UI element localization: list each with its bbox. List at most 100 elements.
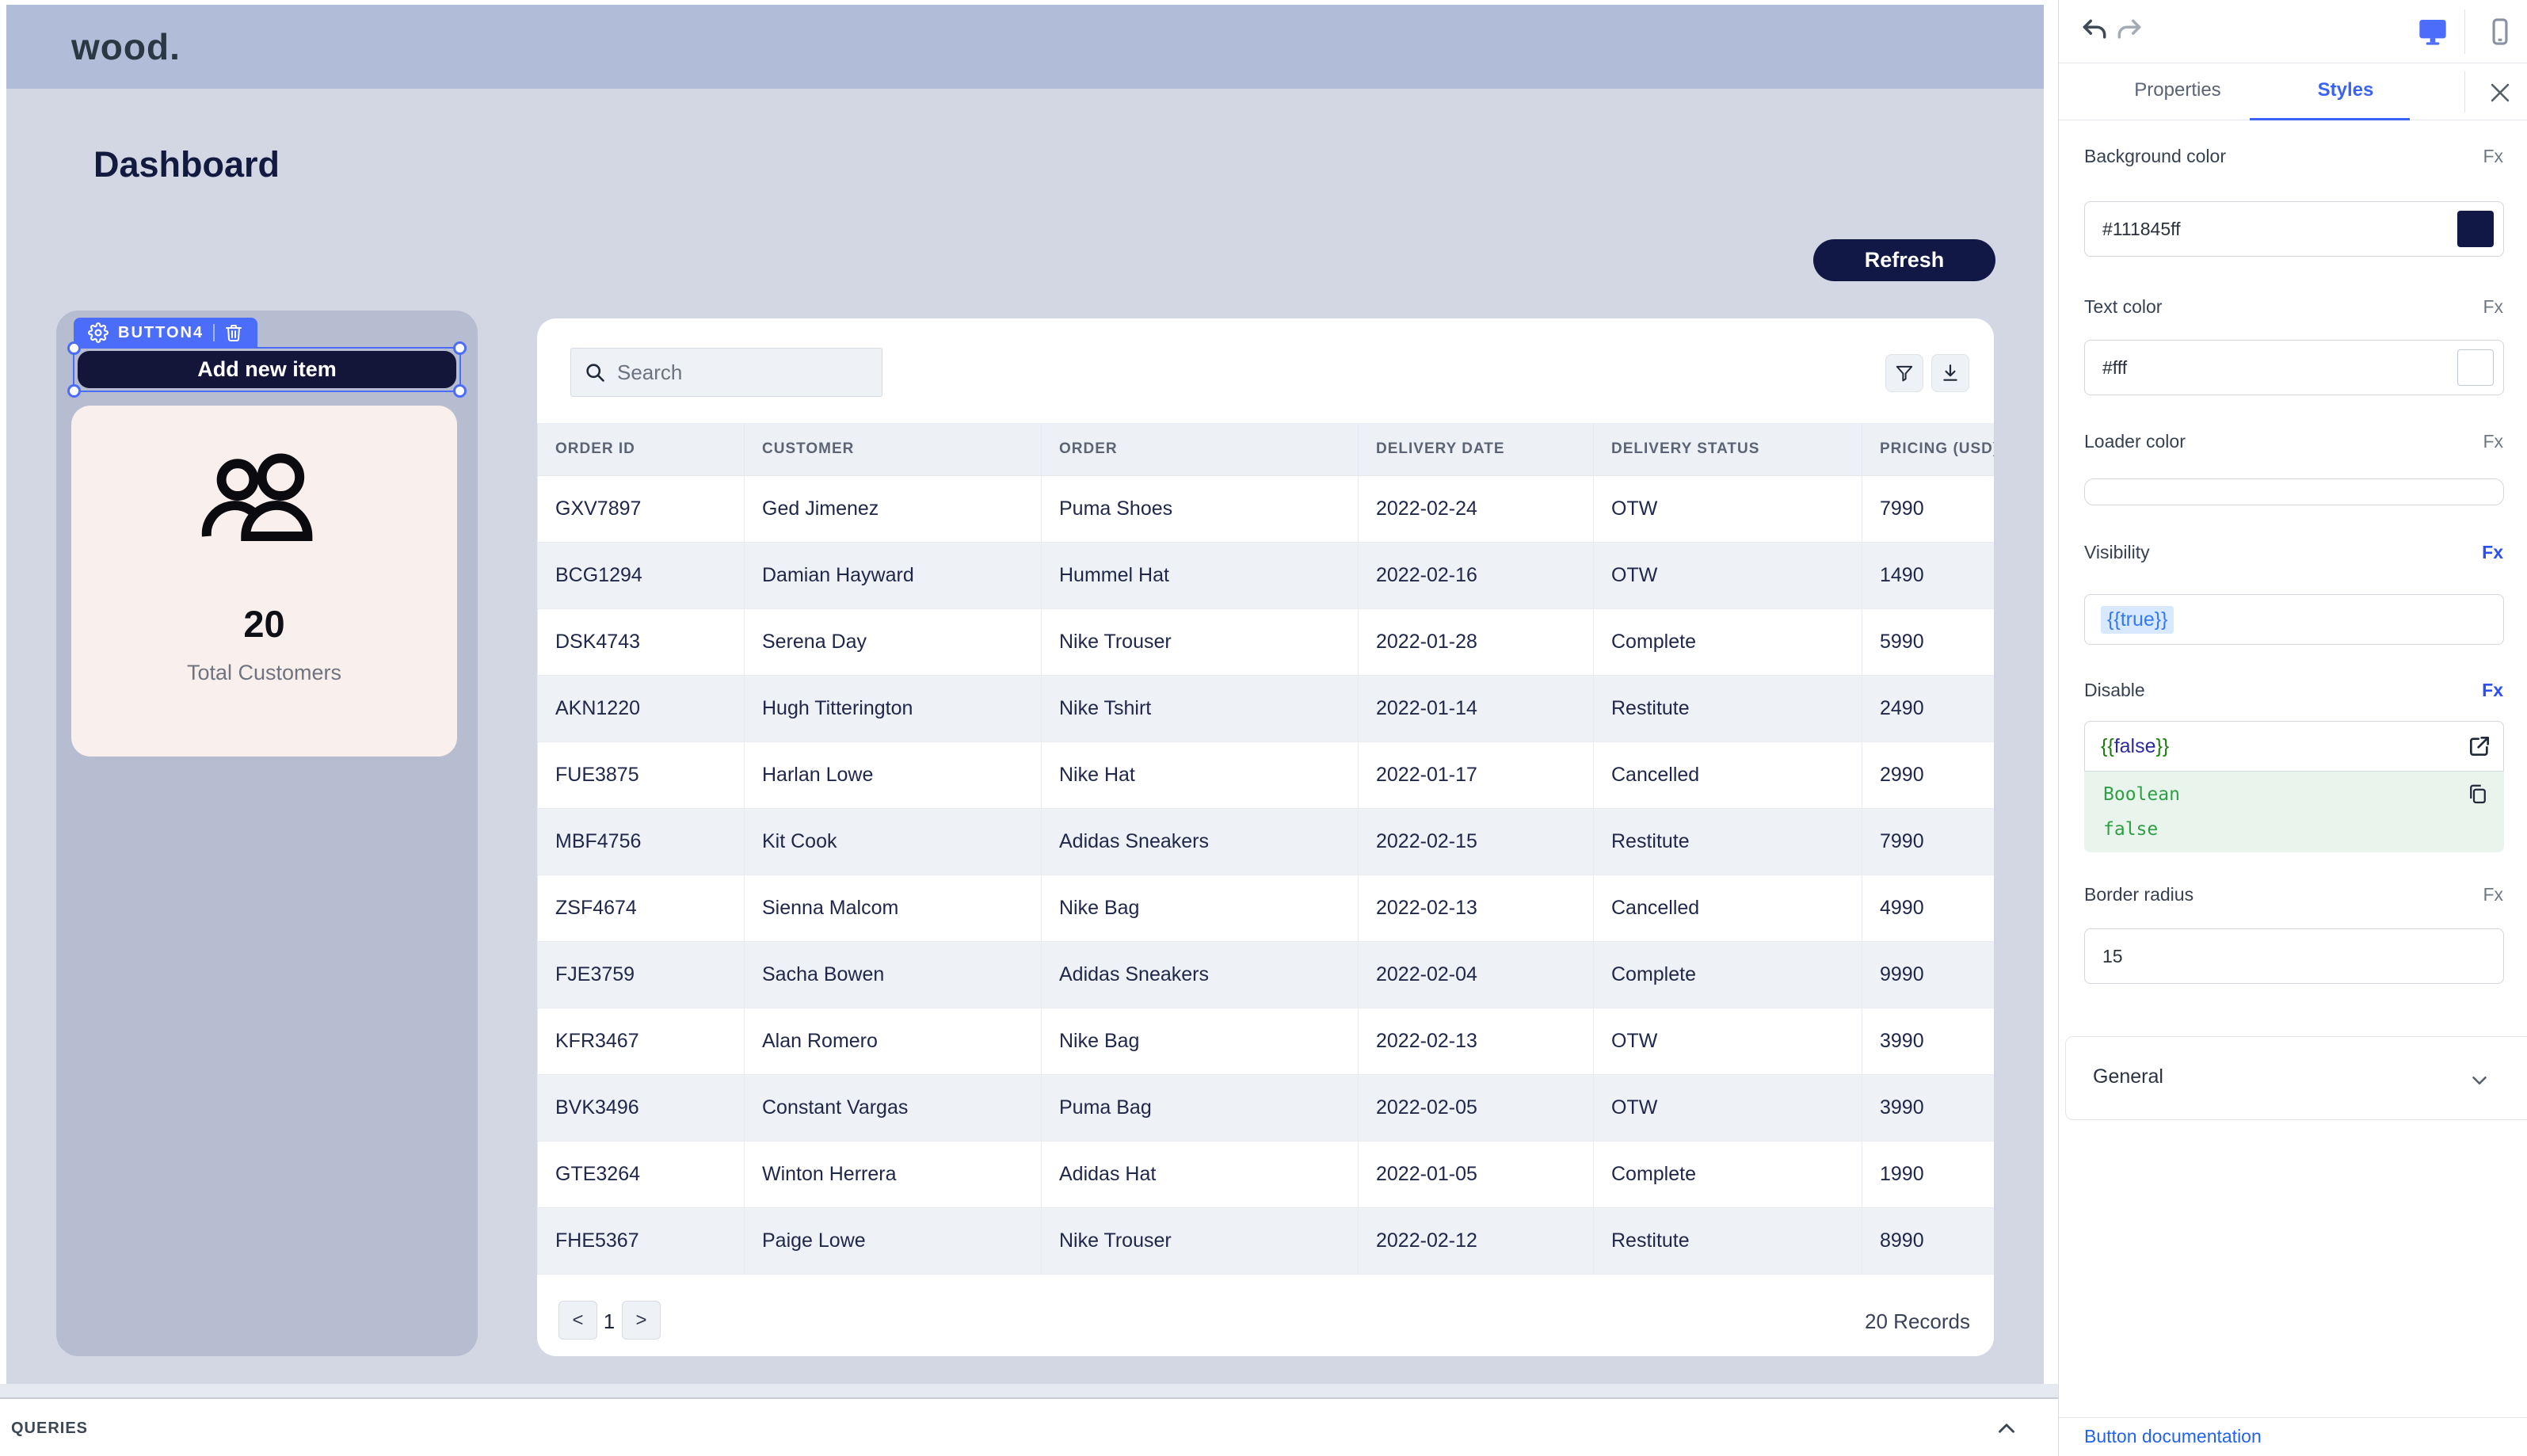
table-cell: Sacha Bowen (744, 940, 1042, 1008)
border-radius-fx[interactable]: Fx (2483, 884, 2503, 905)
column-header[interactable]: PRICING (USD) (1862, 423, 1994, 476)
text-color-fx[interactable]: Fx (2483, 296, 2503, 317)
disable-fx[interactable]: Fx (2482, 680, 2503, 700)
pagination-prev-button[interactable]: < (558, 1301, 597, 1340)
visibility-fx[interactable]: Fx (2482, 542, 2503, 562)
copy-icon[interactable] (2466, 783, 2490, 806)
table-cell: Damian Hayward (744, 541, 1042, 609)
table-cell: Restitute (1593, 674, 1862, 742)
table-cell: 2490 (1862, 674, 1994, 742)
add-new-item-button[interactable]: Add new item (78, 351, 456, 388)
border-radius-input[interactable]: 15 (2084, 928, 2504, 984)
download-button[interactable] (1931, 354, 1969, 392)
table-row[interactable]: KFR3467 Alan Romero Nike Bag 2022-02-13 OTW 3… (537, 1007, 1994, 1075)
desktop-icon[interactable] (2417, 16, 2449, 48)
table-body: GXV7897 Ged Jimenez Puma Shoes 2022-02-24 OT… (537, 475, 1994, 1275)
mobile-icon[interactable] (2485, 16, 2515, 48)
search-input[interactable] (617, 360, 855, 385)
table-cell: 7990 (1862, 807, 1994, 875)
disable-input[interactable]: {{false}} (2084, 721, 2504, 772)
disable-code-token: {{false}} (2101, 735, 2169, 758)
chevron-up-icon[interactable] (1993, 1415, 2020, 1442)
undo-icon[interactable] (2079, 16, 2110, 46)
loader-color-input[interactable] (2084, 478, 2504, 505)
table-cell: 5990 (1862, 608, 1994, 676)
table-header-row: ORDER ID CUSTOMER ORDER DELIVERY DATE DELIVE… (537, 423, 1994, 476)
table-row[interactable]: DSK4743 Serena Day Nike Trouser 2022-01-28 C… (537, 608, 1994, 676)
table-cell: 2022-01-28 (1358, 608, 1594, 676)
table-row[interactable]: GTE3264 Winton Herrera Adidas Hat 2022-01-0… (537, 1140, 1994, 1208)
border-radius-label: Border radius (2084, 884, 2194, 905)
result-value: false (2103, 819, 2159, 840)
column-header[interactable]: ORDER (1041, 423, 1359, 476)
text-color-label: Text color (2084, 296, 2163, 317)
table-search-box[interactable] (570, 348, 882, 397)
table-row[interactable]: FJE3759 Sacha Bowen Adidas Sneakers 2022-02… (537, 940, 1994, 1008)
pagination-page-number: 1 (603, 1309, 616, 1333)
table-cell: Sienna Malcom (744, 874, 1042, 942)
close-icon[interactable] (2487, 79, 2514, 106)
tab-properties[interactable]: Properties (2134, 79, 2221, 101)
resize-handle-top-right[interactable] (453, 341, 467, 355)
refresh-button[interactable]: Refresh (1813, 239, 1995, 281)
column-header[interactable]: ORDER ID (537, 423, 745, 476)
column-header[interactable]: DELIVERY STATUS (1593, 423, 1862, 476)
open-in-new-icon[interactable] (2467, 734, 2492, 759)
background-color-fx[interactable]: Fx (2483, 146, 2503, 166)
widget-selection-outline[interactable]: Add new item (67, 341, 467, 398)
table-cell: 2022-02-24 (1358, 475, 1594, 543)
column-header[interactable]: CUSTOMER (744, 423, 1042, 476)
app-logo: wood. (71, 26, 181, 67)
pagination-next-button[interactable]: > (622, 1301, 661, 1340)
table-cell: 2022-02-05 (1358, 1073, 1594, 1142)
resize-handle-bottom-right[interactable] (453, 384, 467, 398)
table-cell: 2022-02-13 (1358, 1007, 1594, 1075)
chevron-down-icon[interactable] (2466, 1069, 2493, 1092)
resize-handle-top-left[interactable] (67, 341, 81, 355)
redo-icon[interactable] (2114, 16, 2144, 46)
filter-button[interactable] (1885, 354, 1923, 392)
text-color-swatch[interactable] (2457, 349, 2494, 386)
trash-icon[interactable] (224, 323, 243, 342)
widget-selection-badge[interactable]: BUTTON4 (74, 318, 258, 348)
table-row[interactable]: BVK3496 Constant Vargas Puma Bag 2022-02-05… (537, 1073, 1994, 1142)
queries-bar[interactable]: QUERIES (0, 1401, 2058, 1456)
column-header[interactable]: DELIVERY DATE (1358, 423, 1594, 476)
widget-name-label: BUTTON4 (118, 323, 204, 341)
table-row[interactable]: FUE3875 Harlan Lowe Nike Hat 2022-01-17 Canc… (537, 741, 1994, 809)
table-row[interactable]: FHE5367 Paige Lowe Nike Trouser 2022-02-12 R… (537, 1206, 1994, 1275)
table-cell: Constant Vargas (744, 1073, 1042, 1142)
table-cell: 2022-01-17 (1358, 741, 1594, 809)
users-icon (201, 453, 312, 541)
resize-handle-bottom-left[interactable] (67, 384, 81, 398)
result-type: Boolean (2103, 784, 2180, 805)
table-cell: OTW (1593, 541, 1862, 609)
button-documentation-link[interactable]: Button documentation (2084, 1426, 2262, 1446)
text-color-input[interactable]: #fff (2084, 340, 2504, 395)
border-radius-value: 15 (2102, 945, 2123, 966)
visibility-input[interactable]: {{true}} (2084, 594, 2504, 645)
general-section[interactable]: General (2065, 1036, 2527, 1120)
table-row[interactable]: GXV7897 Ged Jimenez Puma Shoes 2022-02-24 OT… (537, 475, 1994, 543)
table-cell: Nike Tshirt (1041, 674, 1359, 742)
table-row[interactable]: AKN1220 Hugh Titterington Nike Tshirt 2022-… (537, 674, 1994, 742)
table-cell: Hugh Titterington (744, 674, 1042, 742)
gear-icon[interactable] (88, 322, 109, 343)
background-color-input[interactable]: #111845ff (2084, 201, 2504, 257)
active-tab-underline (2250, 118, 2410, 120)
table-row[interactable]: BCG1294 Damian Hayward Hummel Hat 2022-02-1… (537, 541, 1994, 609)
table-cell: Puma Bag (1041, 1073, 1359, 1142)
background-color-swatch[interactable] (2457, 211, 2494, 247)
table-cell: Nike Bag (1041, 874, 1359, 942)
table-cell: 4990 (1862, 874, 1994, 942)
loader-color-fx[interactable]: Fx (2483, 431, 2503, 452)
tab-styles[interactable]: Styles (2317, 79, 2374, 101)
table-cell: Restitute (1593, 1206, 1862, 1275)
table-row[interactable]: MBF4756 Kit Cook Adidas Sneakers 2022-02-15… (537, 807, 1994, 875)
table-cell: Cancelled (1593, 741, 1862, 809)
records-count: 20 Records (1865, 1309, 1970, 1333)
table-cell: BVK3496 (537, 1073, 745, 1142)
table-row[interactable]: ZSF4674 Sienna Malcom Nike Bag 2022-02-13 Ca… (537, 874, 1994, 942)
table-cell: 1490 (1862, 541, 1994, 609)
text-color-value: #fff (2102, 356, 2128, 378)
